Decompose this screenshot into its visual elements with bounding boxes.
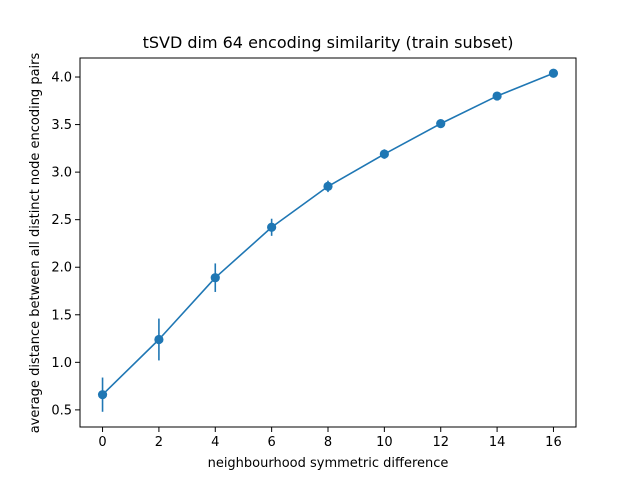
data-point bbox=[210, 273, 220, 283]
y-tick-label: 3.0 bbox=[51, 166, 72, 181]
x-tick-label: 2 bbox=[155, 435, 163, 450]
x-axis-label: neighbourhood symmetric difference bbox=[208, 456, 449, 471]
data-point bbox=[267, 222, 277, 232]
series-line bbox=[101, 72, 554, 396]
y-tick-label: 0.5 bbox=[51, 403, 72, 418]
data-point bbox=[323, 181, 333, 191]
data-point bbox=[436, 119, 446, 129]
y-tick-label: 4.0 bbox=[51, 71, 72, 86]
x-tick-label: 12 bbox=[432, 435, 449, 450]
x-tick-label: 10 bbox=[376, 435, 393, 450]
y-tick-label: 1.5 bbox=[51, 308, 72, 323]
x-tick-label: 4 bbox=[211, 435, 219, 450]
data-point bbox=[379, 149, 389, 159]
y-tick-label: 1.0 bbox=[51, 356, 72, 371]
x-tick-label: 8 bbox=[324, 435, 332, 450]
y-tick-label: 3.5 bbox=[51, 118, 72, 133]
chart-title: tSVD dim 64 encoding similarity (train s… bbox=[143, 33, 514, 52]
data-point bbox=[548, 68, 559, 78]
x-tick-label: 6 bbox=[267, 435, 275, 450]
x-tick-label: 14 bbox=[489, 435, 506, 450]
y-tick-label: 2.0 bbox=[51, 261, 72, 276]
y-tick-label: 2.5 bbox=[51, 213, 72, 228]
data-point bbox=[492, 91, 502, 101]
x-tick-label: 0 bbox=[98, 435, 106, 450]
y-axis-label: average distance between all distinct no… bbox=[28, 53, 43, 434]
data-point bbox=[154, 334, 164, 345]
plot-frame bbox=[79, 57, 577, 428]
data-point bbox=[97, 390, 108, 400]
x-tick-label: 16 bbox=[545, 435, 562, 450]
plot-area: 0 2 4 6 8 10 12 14 16 0.5 1.0 1.5 2.0 2.5 3.0 3.5 4.0 bbox=[51, 57, 577, 450]
